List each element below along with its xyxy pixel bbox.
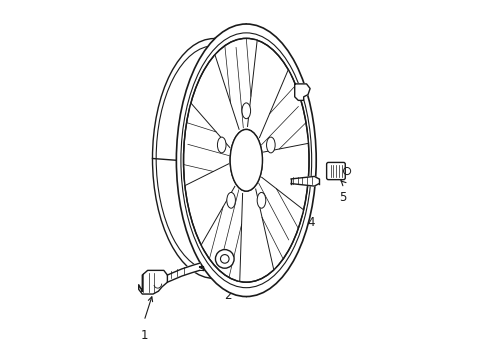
Text: 4: 4 xyxy=(306,216,314,229)
Ellipse shape xyxy=(217,137,225,153)
Polygon shape xyxy=(184,103,229,186)
Polygon shape xyxy=(259,70,308,152)
FancyBboxPatch shape xyxy=(326,162,345,180)
Polygon shape xyxy=(255,177,303,270)
Ellipse shape xyxy=(226,193,235,208)
Text: 1: 1 xyxy=(140,329,147,342)
Text: 2: 2 xyxy=(224,289,232,302)
Ellipse shape xyxy=(257,193,265,208)
Polygon shape xyxy=(214,40,257,129)
Ellipse shape xyxy=(266,137,275,153)
Polygon shape xyxy=(201,186,242,282)
Ellipse shape xyxy=(230,130,262,191)
Ellipse shape xyxy=(230,130,262,191)
Polygon shape xyxy=(294,84,309,100)
Polygon shape xyxy=(167,263,199,282)
Ellipse shape xyxy=(183,39,308,282)
Ellipse shape xyxy=(176,24,316,297)
Polygon shape xyxy=(139,270,167,294)
Ellipse shape xyxy=(242,103,250,119)
Polygon shape xyxy=(290,176,319,186)
Text: 5: 5 xyxy=(339,191,346,204)
Ellipse shape xyxy=(215,249,234,268)
Text: 3: 3 xyxy=(296,139,303,152)
Ellipse shape xyxy=(152,39,275,278)
